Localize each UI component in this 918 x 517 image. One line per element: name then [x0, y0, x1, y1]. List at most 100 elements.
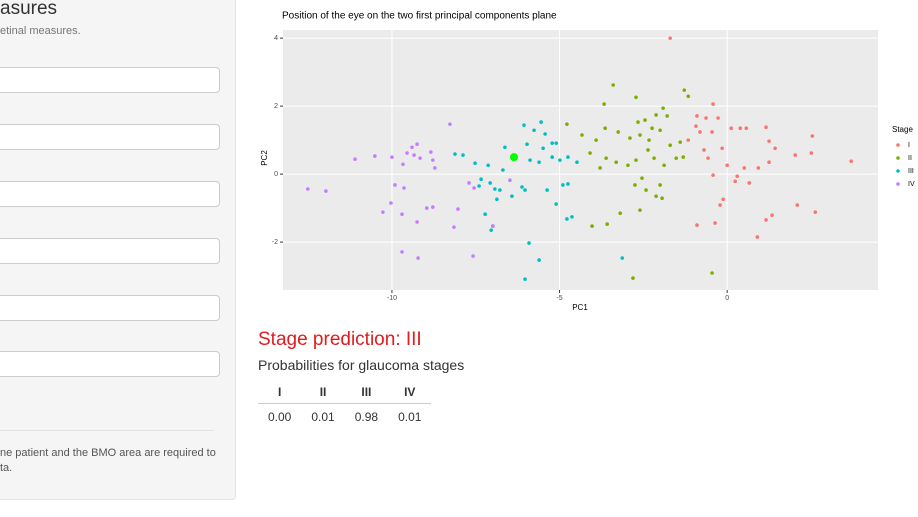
data-point	[756, 166, 761, 170]
legend-marker	[896, 156, 900, 160]
data-point	[594, 138, 598, 142]
data-point	[472, 186, 476, 190]
data-point	[647, 138, 651, 142]
data-point	[646, 148, 650, 152]
data-point	[744, 126, 749, 131]
x-tick-label: 0	[725, 295, 729, 302]
data-point	[565, 217, 569, 221]
legend-label: I	[908, 142, 910, 149]
data-point	[453, 152, 457, 156]
data-point	[588, 151, 592, 155]
data-point	[616, 130, 621, 134]
data-point	[795, 203, 800, 207]
table-title: Probabilities for glaucoma stages	[258, 357, 465, 373]
data-point	[668, 36, 672, 40]
data-point	[353, 157, 357, 161]
data-point	[324, 189, 328, 193]
data-point	[503, 145, 507, 150]
data-point	[644, 188, 648, 192]
x-axis-label: PC1	[572, 303, 588, 312]
text-input[interactable]	[0, 181, 220, 207]
data-point	[733, 179, 737, 184]
data-point	[467, 181, 471, 185]
data-point	[611, 83, 615, 87]
probability-table: I II III IV 0.00 0.01 0.98 0.01	[258, 381, 432, 431]
data-point	[566, 182, 570, 186]
data-point	[665, 114, 669, 118]
y-tick-label: 2	[274, 103, 278, 110]
data-point	[713, 221, 717, 225]
data-point	[495, 197, 499, 202]
data-point	[456, 207, 460, 211]
legend-marker	[896, 143, 900, 147]
data-point	[764, 125, 768, 130]
prediction: Stage prediction: III	[258, 329, 422, 350]
data-point	[425, 206, 429, 210]
data-point	[410, 145, 414, 150]
data-point	[416, 256, 420, 260]
x-tick-label: -5	[556, 295, 562, 302]
data-point	[704, 116, 708, 120]
data-point	[755, 235, 760, 239]
data-point	[415, 220, 419, 224]
data-point	[400, 212, 404, 217]
legend-marker	[896, 169, 900, 173]
data-point	[773, 146, 777, 151]
data-point	[527, 241, 531, 245]
data-point	[412, 153, 416, 157]
text-input[interactable]	[0, 238, 220, 264]
sidebar-title: asures	[0, 0, 58, 19]
data-point	[674, 156, 679, 160]
note-line: ta.	[0, 462, 13, 474]
data-point	[561, 183, 565, 187]
data-point	[483, 212, 487, 217]
data-point	[541, 146, 545, 151]
data-point	[489, 228, 493, 232]
data-point	[418, 156, 422, 160]
data-point	[486, 163, 490, 168]
data-point	[554, 141, 558, 145]
legend-label: III	[908, 168, 914, 175]
data-point	[678, 140, 683, 144]
data-point	[682, 88, 687, 92]
data-point	[628, 136, 632, 140]
data-point	[479, 177, 483, 182]
text-input[interactable]	[0, 124, 220, 150]
data-point	[543, 132, 547, 136]
data-point	[471, 254, 475, 258]
data-point	[598, 166, 602, 170]
data-point	[537, 160, 541, 165]
data-point	[725, 163, 729, 168]
sidebar-subtitle: etinal measures.	[0, 25, 81, 37]
data-point	[668, 143, 672, 148]
chart-title: Position of the eye on the two first pri…	[282, 11, 557, 22]
data-point	[658, 183, 662, 187]
data-point	[415, 142, 419, 146]
data-point	[634, 158, 638, 162]
data-point	[793, 153, 798, 157]
data-point	[742, 166, 747, 170]
data-point	[473, 161, 477, 166]
text-input[interactable]	[0, 67, 220, 93]
data-point	[566, 155, 570, 159]
data-point	[539, 120, 543, 124]
data-point	[402, 186, 406, 190]
data-point	[433, 166, 437, 170]
data-point	[545, 188, 549, 192]
text-input[interactable]	[0, 295, 220, 321]
data-point	[603, 126, 607, 131]
data-point	[510, 194, 514, 198]
data-point	[389, 201, 393, 205]
data-point	[393, 183, 397, 187]
data-point	[448, 122, 452, 126]
data-point	[686, 138, 691, 142]
data-point	[640, 176, 644, 180]
data-point	[614, 160, 618, 165]
y-tick-label: 0	[274, 171, 278, 178]
data-point	[770, 213, 774, 218]
value-row: 0.00 0.01 0.98 0.01	[258, 404, 431, 431]
separator	[0, 430, 214, 431]
data-point	[431, 158, 435, 162]
text-input[interactable]	[0, 351, 220, 377]
chart: Position of the eye on the two first pri…	[260, 11, 915, 312]
